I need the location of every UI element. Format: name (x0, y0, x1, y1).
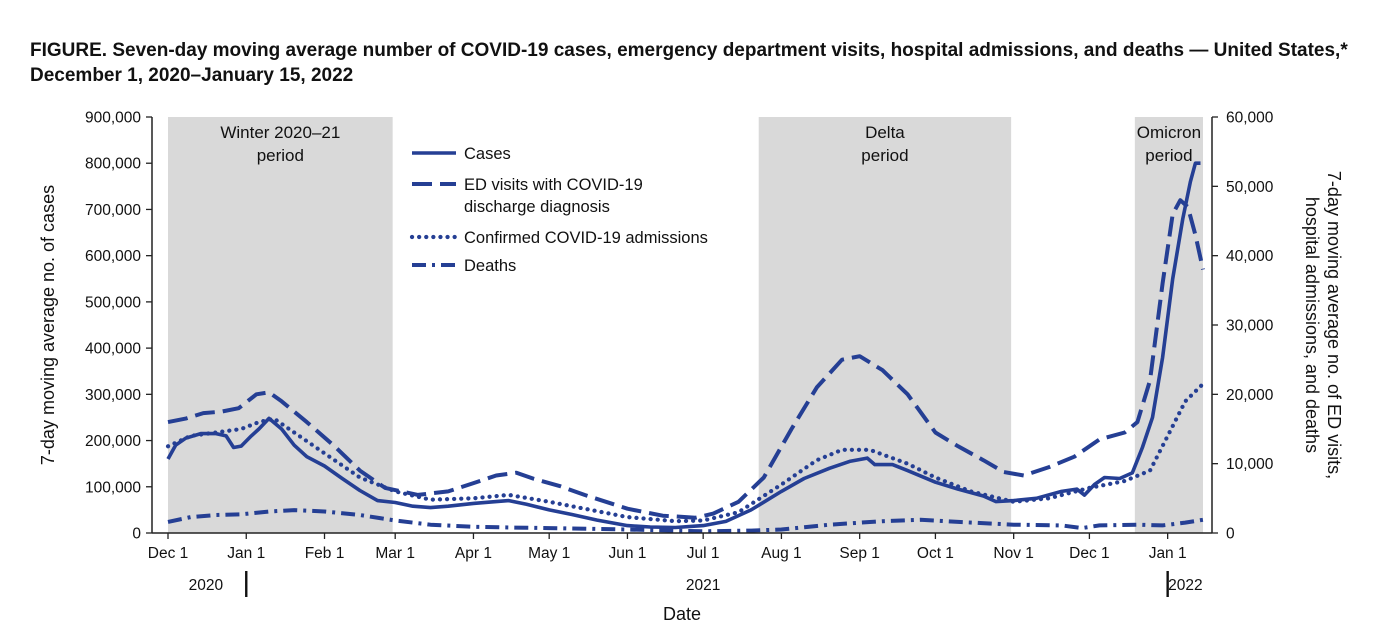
period-label-0-line2: period (257, 146, 304, 165)
legend-label-3: Deaths (464, 257, 516, 275)
y-left-tick-label-2: 200,000 (85, 433, 141, 450)
y-right-tick-label-0: 0 (1226, 526, 1235, 543)
y-left-tick-label-6: 600,000 (85, 248, 141, 265)
legend-label-1: ED visits with COVID-19 (464, 176, 643, 194)
legend-label-1-line2: discharge diagnosis (464, 198, 610, 216)
y-right-tick-label-4: 40,000 (1226, 248, 1274, 265)
x-tick-label-1: Jan 1 (227, 545, 265, 562)
y-left-tick-label-1: 100,000 (85, 479, 141, 496)
x-tick-label-5: May 1 (528, 545, 570, 562)
chart-title: FIGURE. Seven-day moving average number … (30, 40, 1348, 86)
x-tick-label-4: Apr 1 (455, 545, 492, 562)
y-axis-right-title-line1: 7-day moving average no. of ED visits, (1324, 171, 1344, 479)
y-right-tick-label-2: 20,000 (1226, 387, 1274, 404)
x-tick-label-0: Dec 1 (148, 545, 189, 562)
x-tick-label-13: Jan 1 (1149, 545, 1187, 562)
x-tick-label-11: Nov 1 (993, 545, 1034, 562)
x-tick-label-12: Dec 1 (1069, 545, 1110, 562)
series-line-deaths (167, 508, 1204, 534)
x-tick-label-2: Feb 1 (305, 545, 345, 562)
period-shading-2 (1134, 117, 1203, 533)
period-shading-group (168, 117, 1203, 533)
period-label-1-line1: Delta (865, 123, 905, 142)
year-label-1: 2021 (686, 577, 720, 594)
period-label-1-line2: period (861, 146, 908, 165)
year-label-0: 2020 (189, 577, 224, 594)
year-label-2: 2022 (1168, 577, 1202, 594)
y-left-tick-label-4: 400,000 (85, 341, 141, 358)
series-group (165, 161, 1206, 534)
series-line-ed-visits-with-covid-19 (167, 198, 1205, 520)
x-tick-label-9: Sep 1 (839, 545, 880, 562)
x-tick-label-7: Jul 1 (687, 545, 720, 562)
y-right-tick-label-1: 10,000 (1226, 456, 1274, 473)
y-right-tick-label-6: 60,000 (1226, 110, 1274, 127)
x-tick-label-10: Oct 1 (917, 545, 954, 562)
legend-label-2: Confirmed COVID-19 admissions (464, 229, 708, 247)
y-left-tick-label-8: 800,000 (85, 156, 141, 173)
x-tick-label-8: Aug 1 (761, 545, 802, 562)
y-left-tick-label-9: 900,000 (85, 110, 141, 127)
period-label-2-line2: period (1145, 146, 1192, 165)
x-axis-title: Date (663, 604, 701, 624)
y-left-tick-label-5: 500,000 (85, 294, 141, 311)
y-right-tick-label-3: 30,000 (1226, 318, 1274, 335)
y-left-tick-label-3: 300,000 (85, 387, 141, 404)
legend: Cases ED visits with COVID-19 discharge di… (409, 145, 708, 275)
period-shading-0 (168, 117, 393, 533)
x-tick-label-3: Mar 1 (375, 545, 415, 562)
y-left-tick-label-0: 0 (132, 526, 141, 543)
series-line-cases (166, 161, 1201, 530)
y-axis-left-title: 7-day moving average no. of cases (38, 185, 58, 465)
period-label-2-line1: Omicron (1137, 123, 1201, 142)
y-right-tick-label-5: 50,000 (1226, 179, 1274, 196)
x-tick-label-6: Jun 1 (608, 545, 646, 562)
y-left-tick-label-7: 700,000 (85, 202, 141, 219)
period-label-0-line1: Winter 2020–21 (220, 123, 340, 142)
axes-group (146, 116, 1218, 597)
labels-group: Winter 2020–21 period Delta period Omicron pe… (38, 110, 1344, 625)
period-shading-1 (758, 117, 1012, 533)
y-axis-right-title-line2: hospital admissions, and deaths (1302, 197, 1322, 453)
legend-label-0: Cases (464, 145, 511, 163)
series-line-confirmed-covid-19-admissions (165, 381, 1206, 524)
